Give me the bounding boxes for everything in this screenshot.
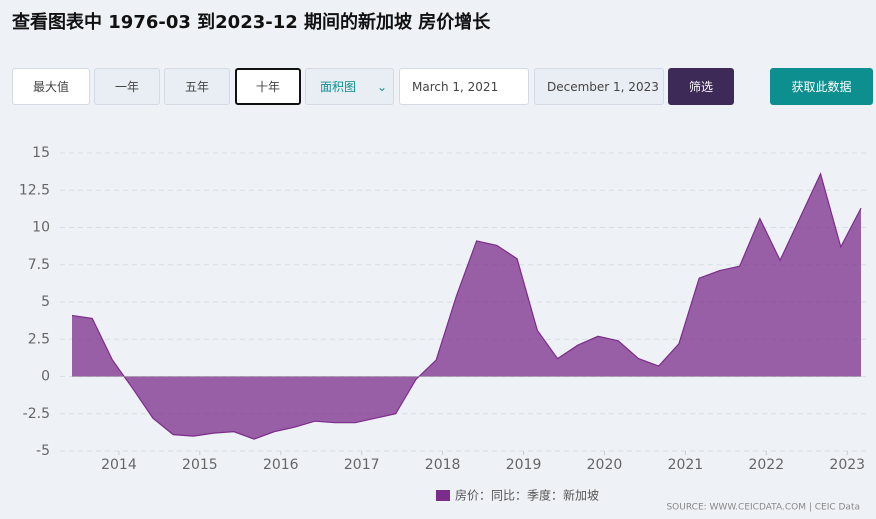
x-tick-label: 2021 xyxy=(668,457,704,473)
x-tick-label: 2014 xyxy=(101,457,137,473)
button[interactable]: 五年 xyxy=(164,68,230,105)
x-tick-label: 2019 xyxy=(506,457,542,473)
button[interactable]: 最大值 xyxy=(12,68,90,105)
select[interactable]: 面积图 ⌄ xyxy=(305,68,394,105)
y-tick-label: 15 xyxy=(32,145,50,161)
y-tick-label: 7.5 xyxy=(28,257,50,273)
x-tick-label: 2016 xyxy=(263,457,299,473)
select-label: 面积图 xyxy=(320,80,357,94)
button[interactable]: 一年 xyxy=(94,68,160,105)
x-tick-label: 2017 xyxy=(344,457,380,473)
x-tick-label: 2020 xyxy=(587,457,623,473)
x-tick-label: 2015 xyxy=(182,457,218,473)
line xyxy=(71,172,862,440)
area xyxy=(72,173,861,440)
y-tick-label: 0 xyxy=(41,369,50,385)
y-tick-label: -5 xyxy=(36,443,50,459)
legend-swatch xyxy=(436,490,450,501)
button[interactable]: 十年 xyxy=(235,68,301,105)
title: 查看图表中 1976-03 到2023-12 期间的新加坡 房价增长 xyxy=(12,12,491,33)
date-input[interactable]: December 1, 2023 xyxy=(534,68,664,105)
get-data-button[interactable]: 获取此数据 xyxy=(770,68,873,105)
x-tick-label: 2018 xyxy=(425,457,461,473)
x-tick-label: 2023 xyxy=(829,457,865,473)
y-tick-label: 5 xyxy=(41,294,50,310)
x-tick-label: 2022 xyxy=(748,457,784,473)
legend-label: 房价：同比：季度：新加坡 xyxy=(455,488,599,503)
date-input[interactable]: March 1, 2021 xyxy=(399,68,529,105)
y-tick-label: 2.5 xyxy=(28,331,50,347)
filter-button[interactable]: 筛选 xyxy=(668,68,734,105)
y-tick-label: 12.5 xyxy=(19,182,50,198)
arrow: ⌄ xyxy=(376,79,387,94)
y-tick-label: -2.5 xyxy=(23,406,50,422)
y-tick-label: 10 xyxy=(32,220,50,236)
source: SOURCE: WWW.CEICDATA.COM | CEIC Data xyxy=(666,503,860,513)
